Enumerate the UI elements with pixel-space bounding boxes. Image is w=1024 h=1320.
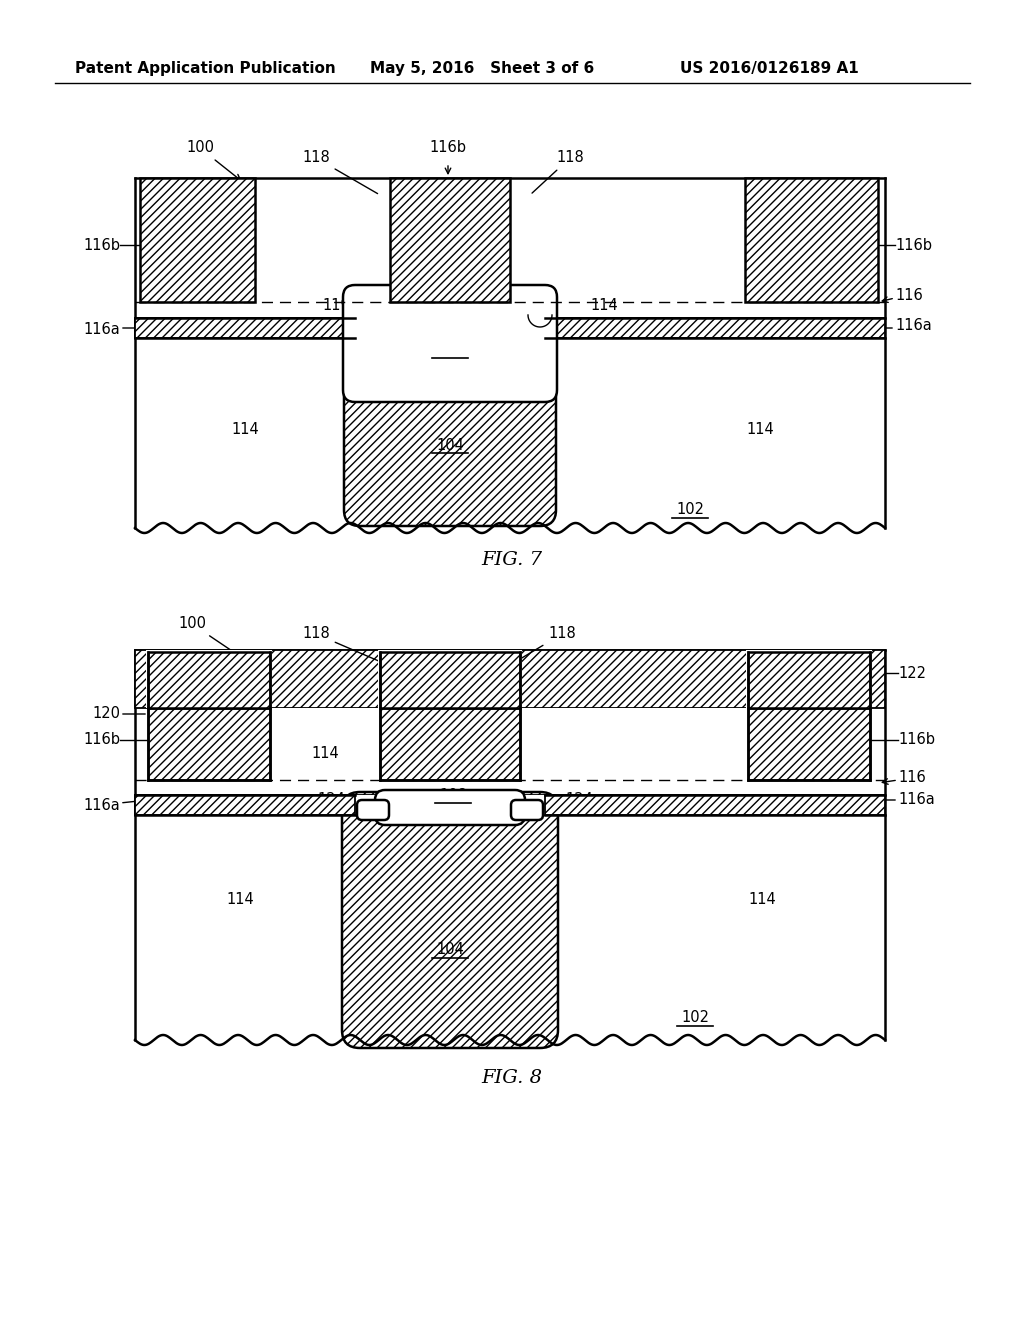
Text: 116b: 116b: [429, 140, 467, 156]
Bar: [380, 652, 520, 708]
FancyBboxPatch shape: [357, 800, 389, 820]
FancyBboxPatch shape: [343, 285, 557, 403]
Bar: [746, 649, 872, 708]
Text: 102: 102: [681, 1011, 709, 1026]
Bar: [135, 649, 885, 708]
Text: 116a: 116a: [898, 792, 935, 808]
Bar: [135, 318, 355, 338]
Text: 104: 104: [436, 437, 464, 453]
Text: US 2016/0126189 A1: US 2016/0126189 A1: [680, 61, 859, 75]
Text: 104: 104: [436, 942, 464, 957]
Text: 118: 118: [532, 150, 584, 193]
Bar: [545, 795, 885, 814]
Text: 116b: 116b: [895, 238, 932, 252]
Bar: [355, 318, 545, 338]
Text: 116: 116: [898, 771, 926, 785]
Text: 114: 114: [746, 422, 774, 437]
Text: 116a: 116a: [895, 318, 932, 333]
Text: 114: 114: [749, 892, 776, 908]
Bar: [390, 178, 510, 302]
Bar: [545, 318, 885, 338]
Bar: [135, 318, 885, 338]
Text: FIG. 7: FIG. 7: [481, 550, 543, 569]
Text: 116b: 116b: [83, 733, 120, 747]
Text: 116b: 116b: [898, 733, 935, 747]
Bar: [135, 795, 355, 814]
Text: 122: 122: [898, 665, 926, 681]
Text: 124: 124: [565, 792, 593, 808]
Text: 124: 124: [317, 792, 345, 808]
Text: 118: 118: [302, 150, 378, 194]
Bar: [355, 795, 545, 814]
Bar: [135, 649, 885, 1040]
Bar: [270, 708, 380, 780]
Text: 118: 118: [507, 627, 575, 667]
Bar: [140, 178, 255, 302]
FancyBboxPatch shape: [511, 800, 543, 820]
Text: 114: 114: [226, 892, 254, 908]
FancyBboxPatch shape: [375, 789, 525, 825]
Text: May 5, 2016   Sheet 3 of 6: May 5, 2016 Sheet 3 of 6: [370, 61, 594, 75]
Bar: [745, 178, 878, 302]
Text: 114: 114: [590, 298, 617, 314]
Text: 114: 114: [311, 746, 339, 760]
Bar: [135, 795, 885, 814]
Bar: [380, 708, 520, 780]
Text: 102: 102: [676, 503, 705, 517]
Text: 120: 120: [92, 706, 120, 722]
Text: 116a: 116a: [83, 322, 120, 338]
FancyBboxPatch shape: [342, 792, 558, 1048]
Text: 118: 118: [302, 627, 392, 667]
Text: 116b: 116b: [83, 238, 120, 252]
Text: 119: 119: [323, 298, 350, 314]
Bar: [146, 649, 272, 708]
FancyBboxPatch shape: [344, 322, 556, 525]
Bar: [520, 708, 748, 780]
Text: 116: 116: [895, 288, 923, 302]
Text: 108: 108: [436, 342, 464, 358]
Text: Patent Application Publication: Patent Application Publication: [75, 61, 336, 75]
Text: 100: 100: [178, 616, 241, 656]
Text: 116a: 116a: [83, 797, 120, 813]
Bar: [135, 338, 885, 528]
Bar: [378, 649, 522, 708]
Text: FIG. 8: FIG. 8: [481, 1069, 543, 1086]
Bar: [148, 708, 270, 780]
Text: 100: 100: [186, 140, 241, 181]
Text: 108: 108: [439, 788, 467, 803]
Bar: [748, 708, 870, 780]
Bar: [355, 338, 545, 348]
Text: 114: 114: [231, 422, 259, 437]
Bar: [748, 652, 870, 708]
Bar: [148, 652, 270, 708]
